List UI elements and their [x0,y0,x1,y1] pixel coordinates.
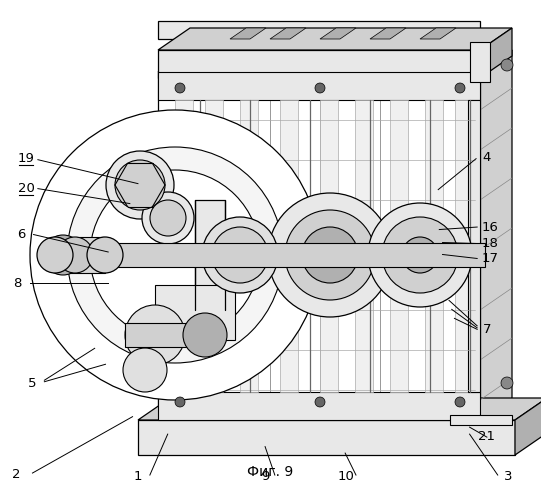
Text: Фиг. 9: Фиг. 9 [247,465,294,479]
Ellipse shape [150,200,186,236]
Ellipse shape [402,237,438,273]
Text: 9: 9 [261,470,269,483]
Bar [158,50,480,78]
Ellipse shape [90,170,260,340]
Ellipse shape [142,192,194,244]
Ellipse shape [501,377,513,389]
Text: 21: 21 [478,430,496,443]
Text: 3: 3 [504,470,513,483]
Polygon shape [158,50,512,72]
Bar [138,420,515,455]
Ellipse shape [368,203,472,307]
Polygon shape [138,398,541,420]
Ellipse shape [67,147,283,363]
Text: 20: 20 [17,182,35,195]
Polygon shape [420,28,456,39]
Ellipse shape [268,193,392,317]
Ellipse shape [212,227,268,283]
Text: 8: 8 [13,277,22,290]
Ellipse shape [285,210,375,300]
Ellipse shape [202,217,278,293]
Bar [450,415,512,425]
Bar [355,100,373,392]
Bar [55,243,485,267]
Bar [425,100,443,392]
Bar [240,100,258,392]
Ellipse shape [315,83,325,93]
Text: 4: 4 [483,151,491,164]
Polygon shape [515,398,541,455]
Text: 16: 16 [481,221,498,234]
Ellipse shape [87,237,123,273]
Polygon shape [480,28,512,78]
Bar [280,100,298,392]
Ellipse shape [302,227,358,283]
Ellipse shape [175,397,185,407]
Polygon shape [158,28,512,50]
Text: 2: 2 [12,468,21,481]
Bar [158,72,480,420]
Ellipse shape [106,151,174,219]
Text: 5: 5 [28,377,37,390]
Ellipse shape [123,348,167,392]
Ellipse shape [382,217,458,293]
Bar [390,100,408,392]
Ellipse shape [175,83,185,93]
Bar [155,285,235,340]
Polygon shape [320,28,356,39]
Bar [205,100,223,392]
Text: 1: 1 [134,470,142,483]
Text: 19: 19 [17,152,35,165]
Bar [158,392,480,420]
Text: 18: 18 [481,237,498,250]
Bar [455,100,473,392]
Bar [55,237,105,273]
Ellipse shape [115,160,165,210]
Ellipse shape [455,83,465,93]
Bar [195,200,225,310]
Text: 17: 17 [481,252,498,265]
Text: 6: 6 [17,228,26,241]
Text: 10: 10 [338,470,355,483]
Polygon shape [480,50,512,420]
Ellipse shape [501,59,513,71]
Ellipse shape [183,313,227,357]
Polygon shape [230,28,266,39]
Ellipse shape [37,237,73,273]
Bar [175,100,193,392]
Bar [158,21,480,39]
Polygon shape [270,28,306,39]
Ellipse shape [125,305,185,365]
Bar [320,100,338,392]
Ellipse shape [455,397,465,407]
Bar [470,42,490,82]
Ellipse shape [43,235,83,275]
Ellipse shape [315,397,325,407]
Polygon shape [370,28,406,39]
Bar [125,323,205,347]
Bar [158,72,480,100]
Ellipse shape [30,110,320,400]
Ellipse shape [57,237,93,273]
Text: 7: 7 [483,323,491,336]
Bar [468,100,480,392]
